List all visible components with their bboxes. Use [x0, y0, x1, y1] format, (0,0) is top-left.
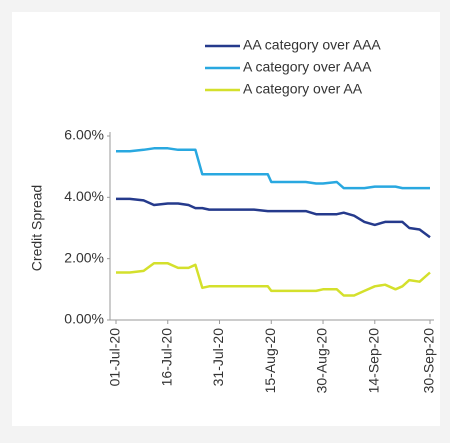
x-tick-label: 31-Jul-20 [210, 328, 226, 387]
series-line [116, 197, 431, 239]
x-tick-label: 14-Sep-20 [365, 328, 381, 394]
series-line [116, 147, 430, 190]
x-tick-label: 15-Aug-20 [262, 328, 278, 394]
legend-label: A category over AAA [243, 59, 372, 75]
y-tick-label: 6.00% [64, 127, 104, 143]
x-tick-label: 30-Aug-20 [314, 328, 330, 394]
y-tick-label: 4.00% [64, 188, 104, 204]
series-line [116, 262, 431, 297]
x-tick-label: 01-Jul-20 [107, 328, 123, 387]
y-tick-label: 2.00% [64, 249, 104, 265]
chart-background [12, 12, 440, 426]
legend-label: A category over AA [243, 81, 363, 97]
y-tick-label: 0.00% [64, 311, 104, 327]
legend-label: AA category over AAA [243, 37, 381, 53]
x-tick-label: 30-Sep-20 [421, 328, 437, 394]
x-tick-label: 16-Jul-20 [158, 328, 174, 387]
y-axis-label: Credit Spread [29, 185, 45, 271]
